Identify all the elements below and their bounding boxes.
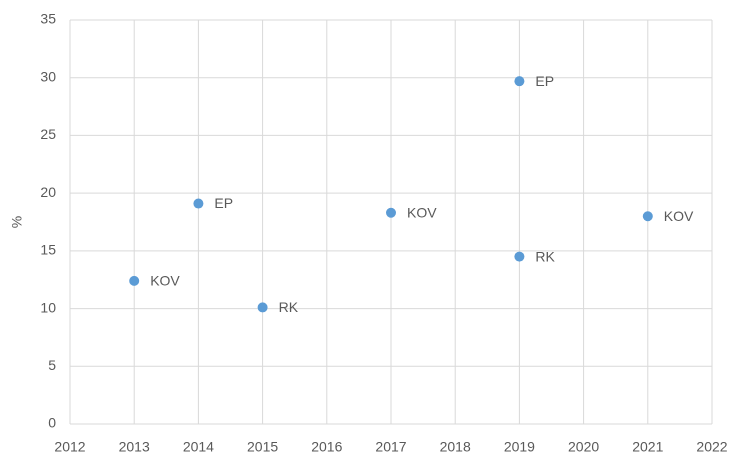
x-tick-label: 2022 xyxy=(696,439,727,455)
point xyxy=(514,251,525,262)
point xyxy=(257,302,268,313)
point-label: EP xyxy=(214,195,233,211)
point xyxy=(642,211,653,222)
x-tick-label: 2019 xyxy=(504,439,535,455)
point-label: KOV xyxy=(407,204,437,220)
point xyxy=(386,207,396,218)
point xyxy=(193,198,204,209)
y-tick-label: 35 xyxy=(40,11,56,27)
y-tick-label: 15 xyxy=(40,242,56,258)
point-label: RK xyxy=(279,299,299,315)
x-tick-label: 2012 xyxy=(54,439,85,455)
y-axis-label: % xyxy=(9,216,25,228)
y-tick-label: 0 xyxy=(48,415,56,431)
y-tick-label: 25 xyxy=(40,126,56,142)
y-tick-label: 10 xyxy=(40,299,56,315)
point-label: KOV xyxy=(150,273,180,289)
x-tick-label: 2017 xyxy=(375,439,406,455)
x-tick-label: 2013 xyxy=(119,439,150,455)
x-tick-label: 2014 xyxy=(183,439,214,455)
y-tick-label: 5 xyxy=(48,357,56,373)
point-label: KOV xyxy=(664,208,694,224)
point-label: RK xyxy=(535,248,555,264)
x-tick-label: 2018 xyxy=(440,439,471,455)
x-tick-label: 2021 xyxy=(632,439,663,455)
x-tick-label: 2020 xyxy=(568,439,599,455)
x-tick-label: 2015 xyxy=(247,439,278,455)
y-tick-label: 30 xyxy=(40,68,56,84)
point xyxy=(129,275,140,286)
x-tick-label: 2016 xyxy=(311,439,342,455)
point xyxy=(514,76,525,87)
y-tick-label: 20 xyxy=(40,184,56,200)
point-label: EP xyxy=(535,73,554,89)
